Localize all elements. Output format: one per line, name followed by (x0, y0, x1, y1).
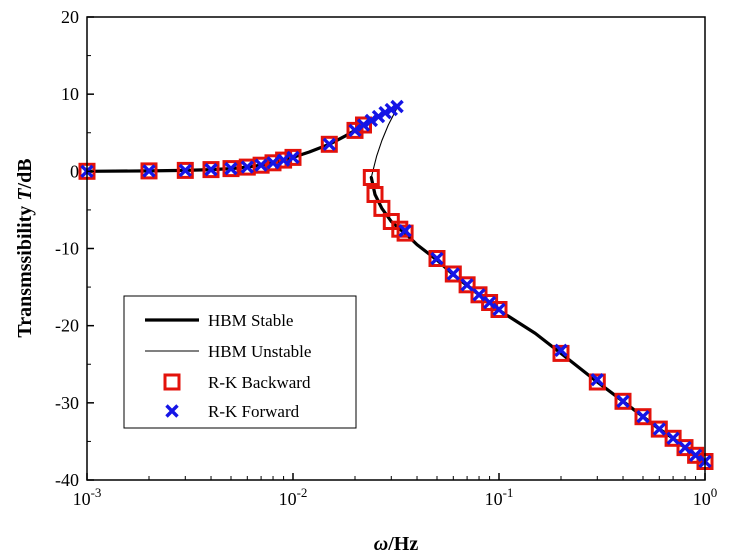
x-tick-label: 10-1 (485, 485, 514, 509)
series-line-2 (369, 175, 707, 464)
y-tick-label: -10 (55, 239, 79, 259)
y-tick-label: 20 (61, 7, 79, 27)
rk-forward-point (371, 109, 386, 124)
rk-forward-point (142, 164, 156, 178)
x-axis-title: ω/Hz (374, 533, 419, 555)
y-axis-title: Transmssibility T/dB (14, 158, 36, 337)
rk-backward-point (444, 265, 462, 283)
rk-forward-point (590, 372, 604, 387)
rk-backward-point (588, 373, 606, 391)
y-tick-label: -30 (55, 393, 79, 413)
rk-backward-point (140, 162, 158, 180)
legend-box (123, 295, 357, 429)
rk-forward-point (276, 153, 291, 167)
rk-forward-point (322, 137, 336, 152)
rk-backward-point (176, 161, 194, 179)
x-axis-title-symbol: ω (374, 533, 388, 555)
rk-forward-point (364, 113, 379, 128)
rk-forward-point (266, 156, 280, 170)
rk-backward-point (428, 250, 446, 267)
rk-forward-point (688, 448, 703, 463)
x-tick-label: 100 (693, 485, 718, 509)
ticks-layer: -40 -30 -20 -10 0 10 20 10-3 10-2 10-1 100 (55, 7, 717, 509)
rk-backward-point (373, 199, 391, 217)
rk-forward-point (348, 123, 362, 138)
legend-label: R-K Forward (208, 402, 300, 421)
rk-forward-point (446, 267, 461, 281)
rk-backward-point (252, 156, 270, 174)
rk-backward-point (458, 276, 476, 294)
rk-forward-point (204, 162, 218, 177)
rk-forward-point (652, 422, 667, 436)
rk-forward-point (286, 150, 300, 165)
rk-backward-point (650, 420, 668, 438)
rk-backward-point (490, 301, 508, 318)
y-tick-label: -20 (55, 316, 79, 336)
y-tick-label: 0 (70, 161, 79, 181)
rk-forward-point (472, 288, 486, 302)
rk-backward-point (396, 224, 414, 242)
rk-backward-point (362, 169, 380, 186)
rk-forward-point (178, 163, 192, 178)
series-layer (78, 99, 714, 470)
x-tick-label: 10-2 (279, 485, 308, 509)
y-tick-label: 10 (61, 84, 79, 104)
rk-forward-point (492, 302, 506, 317)
y-axis-title-symbol: T (14, 188, 36, 201)
legend-label: HBM Unstable (208, 342, 311, 361)
legend-swatch-rk-backward (163, 373, 181, 391)
legend-label: R-K Backward (208, 373, 311, 392)
legend-label: HBM Stable (208, 311, 293, 330)
rk-backward-point (222, 160, 240, 178)
rk-forward-point (616, 394, 630, 408)
rk-backward-point (355, 116, 372, 134)
rk-forward-point (224, 161, 238, 176)
y-axis-title-prefix: Transmssibility (14, 201, 36, 338)
rk-forward-point (554, 343, 568, 358)
legend-swatch-rk-forward (165, 404, 179, 418)
rk-forward-point (254, 158, 268, 172)
rk-backward-point (552, 344, 570, 362)
rk-backward-point (634, 408, 652, 426)
rk-forward-point (678, 440, 692, 455)
x-tick-label: 10-3 (73, 485, 102, 509)
rk-backward-point (614, 392, 632, 410)
rk-backward-point (320, 135, 338, 153)
rk-forward-point (356, 118, 371, 132)
rk-forward-point (390, 99, 404, 114)
rk-forward-point (240, 160, 255, 174)
rk-forward-point (482, 295, 497, 310)
legend: HBM Stable HBM Unstable R-K Backward R-K Fo… (123, 295, 357, 429)
rk-backward-point (664, 429, 682, 447)
rk-forward-point (460, 278, 474, 292)
rk-forward-point (666, 431, 680, 446)
x-axis-title-unit: /Hz (387, 533, 418, 555)
y-axis-title-unit: /dB (14, 158, 36, 189)
rk-forward-point (430, 251, 444, 266)
y-tick-label: -40 (55, 470, 79, 490)
rk-backward-point (202, 161, 220, 179)
rk-forward-point (636, 410, 650, 424)
rk-forward-point (398, 224, 412, 238)
